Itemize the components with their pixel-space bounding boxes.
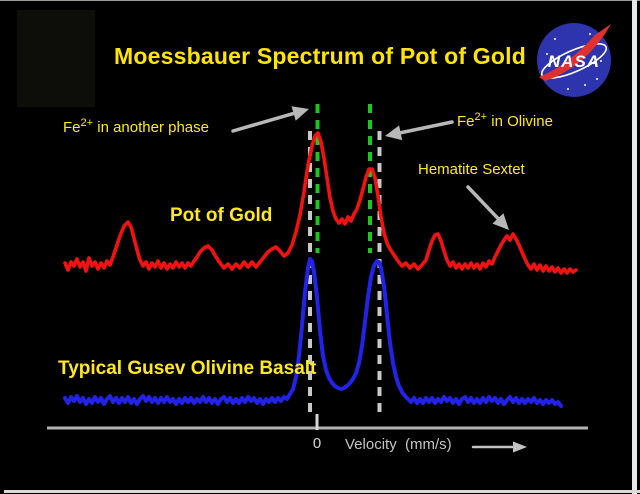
dark-image-placeholder: [17, 10, 95, 107]
x-axis-title: Velocity (mm/s): [345, 436, 452, 453]
label-basalt-series: Typical Gusev Olivine Basalt: [58, 358, 317, 379]
label-fe-olivine-post: in Olivine: [487, 113, 553, 130]
fe-another-arrow-shaft: [231, 111, 296, 133]
slide-title: Moessbauer Spectrum of Pot of Gold: [114, 43, 526, 69]
label-fe-olivine: Fe2+ in Olivine: [457, 111, 553, 130]
nasa-logo: NASA: [537, 23, 611, 97]
fe-olivine-arrow-shaft: [398, 120, 454, 135]
label-fe-another-phase: Fe2+ in another phase: [63, 117, 209, 136]
x-axis-zero-tick-label: 0: [312, 435, 322, 452]
nasa-logo-orbit: [540, 43, 608, 79]
label-hematite-sextet: Hematite Sextet: [418, 161, 525, 178]
nasa-logo-text: NASA: [548, 52, 600, 71]
hematite-arrow-head: [492, 213, 509, 230]
fe-another-arrow-head: [291, 106, 309, 121]
spectrum-curve-basalt: [63, 257, 563, 408]
label-fe-another-sup: 2+: [80, 117, 94, 129]
velocity-axis-arrow-head: [513, 441, 527, 453]
label-fe-another-post: in another phase: [93, 119, 209, 136]
nasa-logo-swoosh: [539, 24, 611, 81]
slide-border-right: [632, 0, 637, 494]
label-pot-of-gold-series: Pot of Gold: [170, 205, 273, 226]
label-fe-olivine-sup: 2+: [474, 111, 488, 123]
spectrum-curve-pot-of-gold: [63, 131, 578, 275]
slide-border-bottom: [4, 490, 640, 493]
label-fe-olivine-pre: Fe: [457, 113, 475, 130]
label-fe-another-pre: Fe: [63, 119, 81, 136]
hematite-arrow-shaft: [466, 185, 500, 221]
nasa-logo-stars: [546, 33, 602, 90]
slide-border-top: [0, 0, 640, 1]
fe-olivine-arrow-head: [385, 125, 403, 141]
